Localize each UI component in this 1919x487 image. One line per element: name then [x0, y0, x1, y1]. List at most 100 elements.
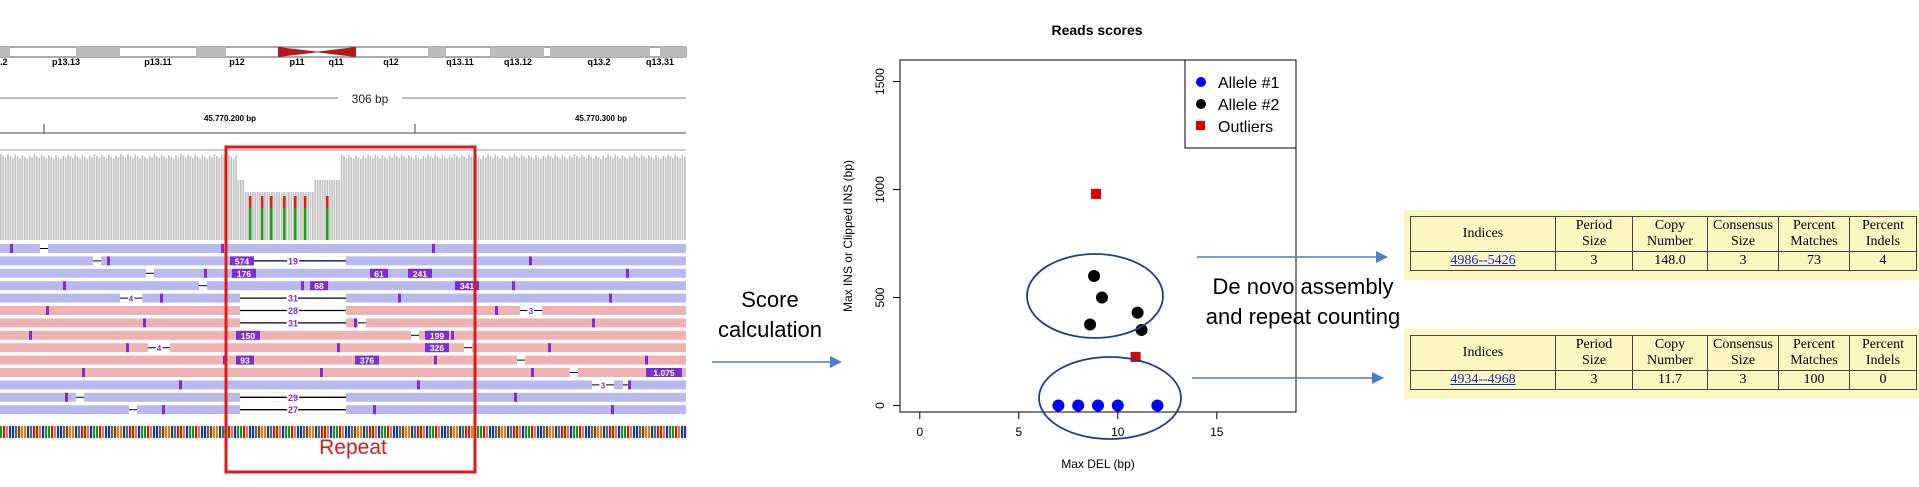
- base: [246, 426, 249, 438]
- point-allele-2: [1088, 269, 1101, 282]
- coverage-bar: [216, 156, 218, 240]
- base: [453, 426, 456, 438]
- insertion-mark: [221, 244, 224, 253]
- coverage-bar: [100, 154, 103, 240]
- coverage-bar: [156, 156, 158, 240]
- insertion-mark: [10, 244, 13, 253]
- col-header-period-size: Period Size: [1555, 335, 1633, 371]
- coverage-bar: [657, 157, 660, 240]
- coverage-bar: [348, 155, 350, 240]
- coverage-bar: [451, 157, 453, 240]
- coverage-bar: [182, 155, 185, 240]
- coverage-bar: [465, 158, 468, 240]
- coverage-bar: [453, 154, 456, 240]
- insertion-mark: [373, 405, 376, 415]
- insertion-mark: [609, 293, 612, 303]
- base: [489, 426, 492, 438]
- coverage-bar: [362, 155, 365, 240]
- coverage-bar: [45, 158, 48, 240]
- insertion-size-label: 1.075: [653, 368, 675, 378]
- coverage-bar: [127, 154, 129, 240]
- base: [576, 426, 579, 438]
- coverage-bar: [626, 158, 629, 240]
- coverage-bar: [256, 192, 259, 240]
- legend-marker-allele2: [1196, 99, 1206, 109]
- base: [411, 426, 414, 438]
- coverage-bar: [650, 156, 653, 240]
- point-outliers: [1130, 351, 1141, 362]
- coverage-bar: [405, 158, 408, 240]
- insertion-size-label: 341: [460, 281, 474, 291]
- base: [450, 426, 453, 438]
- coverage-bar: [571, 157, 573, 240]
- coverage-bar: [612, 158, 614, 240]
- base: [393, 426, 396, 438]
- coverage-bar: [489, 156, 492, 240]
- coverage-bar: [444, 157, 446, 240]
- coverage-bar: [36, 156, 38, 240]
- base: [87, 426, 90, 438]
- coverage-bar: [31, 157, 33, 240]
- coverage-bar: [201, 155, 204, 240]
- base: [15, 426, 18, 438]
- coverage-bar: [352, 158, 355, 240]
- insertion-size-label: 326: [430, 343, 444, 353]
- coverage-bar: [583, 156, 585, 240]
- base: [471, 426, 474, 438]
- coverage-bar: [564, 157, 566, 240]
- coverage-bar: [110, 156, 113, 240]
- coverage-bar: [43, 156, 45, 240]
- coverage-bar: [672, 158, 674, 240]
- coverage-bar: [52, 158, 55, 240]
- deletion-label: 29: [288, 393, 298, 403]
- coverage-bar: [48, 155, 50, 240]
- base: [216, 426, 219, 438]
- base: [399, 426, 402, 438]
- base: [111, 426, 114, 438]
- coverage-bar: [585, 158, 588, 240]
- coverage-bar: [607, 154, 609, 240]
- col-header-indices: Indices: [1410, 335, 1556, 371]
- coverage-bar: [345, 158, 348, 240]
- indices-link[interactable]: 4986--5426: [1450, 253, 1516, 268]
- base: [75, 426, 78, 438]
- base: [321, 426, 324, 438]
- deletion-label: 27: [288, 405, 298, 415]
- coverage-bar: [480, 159, 482, 240]
- coverage-bar: [410, 156, 413, 240]
- coverage-bar: [115, 155, 117, 240]
- base: [555, 426, 558, 438]
- base: [303, 426, 306, 438]
- base: [534, 426, 537, 438]
- base: [405, 426, 408, 438]
- indices-link[interactable]: 4934--4968: [1450, 372, 1516, 387]
- coverage-bar: [158, 157, 161, 240]
- point-allele-2: [1084, 318, 1097, 331]
- coverage-bar: [40, 154, 43, 240]
- base: [291, 426, 294, 438]
- coverage-bar: [432, 158, 434, 240]
- coverage-bar: [180, 154, 182, 240]
- coverage-bar: [573, 154, 576, 240]
- base: [117, 426, 120, 438]
- insertion-mark: [592, 318, 595, 328]
- base: [60, 426, 63, 438]
- base: [510, 426, 513, 438]
- y-tick-label: 1500: [873, 68, 887, 95]
- coverage-bar: [376, 156, 379, 240]
- scatter-points: [1052, 188, 1164, 412]
- mismatch-bar: [283, 208, 286, 240]
- coverage-bar: [129, 156, 132, 240]
- base: [102, 426, 105, 438]
- coverage-bar: [523, 156, 525, 240]
- coverage-bar: [513, 154, 516, 240]
- base: [483, 426, 486, 438]
- coverage-bar: [614, 154, 617, 240]
- coverage-bar: [643, 156, 645, 240]
- insertion-badge: [425, 343, 449, 353]
- base: [45, 426, 48, 438]
- coverage-bar: [554, 154, 557, 240]
- insertion-mark: [495, 306, 498, 315]
- base: [645, 426, 648, 438]
- base: [414, 426, 417, 438]
